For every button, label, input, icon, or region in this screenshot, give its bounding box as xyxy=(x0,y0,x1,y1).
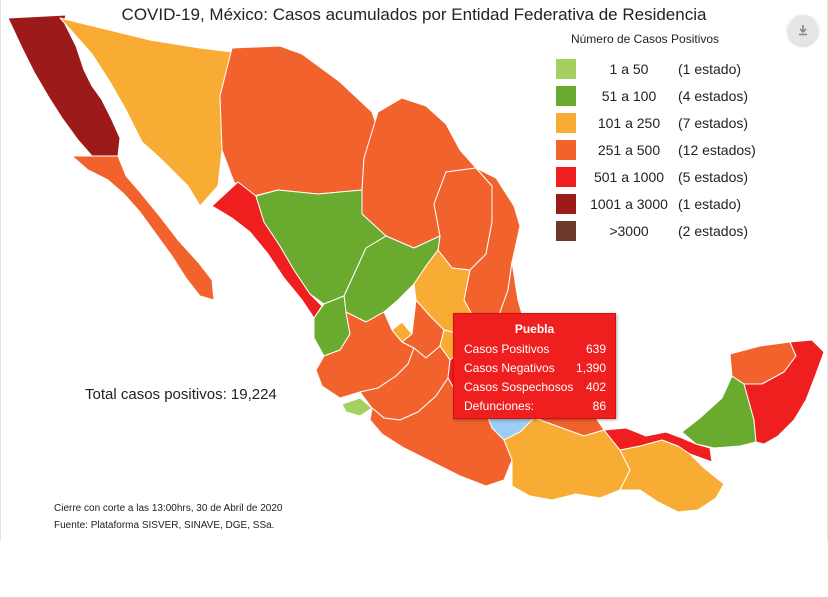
map-title: COVID-19, México: Casos acumulados por E… xyxy=(121,5,707,24)
tooltip-value: 1,390 xyxy=(575,361,606,375)
legend-count: (1 estado) xyxy=(678,61,742,77)
legend-swatch xyxy=(556,113,576,133)
tooltip-row: Defunciones: 86 xyxy=(464,399,606,415)
state-nuevo-leon[interactable] xyxy=(433,167,493,271)
mexico-map xyxy=(7,14,825,513)
legend-count: (12 estados) xyxy=(678,142,756,158)
tooltip-row: Casos Sospechosos 402 xyxy=(464,380,606,396)
total-cases: Total casos positivos: 19,224 xyxy=(85,386,277,403)
state-tabasco[interactable] xyxy=(603,427,713,463)
tooltip-title: Puebla xyxy=(514,322,555,336)
state-quintana-roo[interactable] xyxy=(743,339,825,445)
legend-range: 501 a 1000 xyxy=(593,169,665,185)
state-colima[interactable] xyxy=(341,397,373,417)
state-sonora[interactable] xyxy=(59,17,233,207)
tooltip-label: Defunciones: xyxy=(464,399,535,413)
tooltip-label: Casos Sospechosos xyxy=(464,380,574,394)
legend-title: Número de Casos Positivos xyxy=(570,32,720,46)
download-button[interactable] xyxy=(788,15,818,45)
legend-range: 1 a 50 xyxy=(609,61,649,77)
legend-swatch xyxy=(556,167,576,187)
tooltip-label: Casos Positivos xyxy=(464,342,550,356)
tooltip-value: 86 xyxy=(592,399,606,413)
legend-range: 101 a 250 xyxy=(597,115,661,131)
tooltip-value: 639 xyxy=(585,342,606,356)
state-chihuahua[interactable] xyxy=(219,45,379,197)
tooltip-row: Casos Negativos 1,390 xyxy=(464,361,606,377)
legend-range: 251 a 500 xyxy=(597,142,661,158)
footer-source: Fuente: Plataforma SISVER, SINAVE, DGE, … xyxy=(54,520,275,531)
legend-count: (5 estados) xyxy=(678,169,749,185)
legend-count: (1 estado) xyxy=(678,196,742,212)
legend-swatch xyxy=(556,221,576,241)
tooltip-row: Casos Positivos 639 xyxy=(464,342,606,358)
legend-swatch xyxy=(556,86,576,106)
legend-swatch xyxy=(556,59,576,79)
state-tooltip: Puebla Casos Positivos 639 Casos Negativ… xyxy=(453,313,616,419)
legend-range: 51 a 100 xyxy=(601,88,657,104)
state-baja-california-sur[interactable] xyxy=(71,155,215,301)
legend-count: (4 estados) xyxy=(678,88,749,104)
tooltip-value: 402 xyxy=(585,380,606,394)
state-baja-california[interactable] xyxy=(7,14,121,157)
legend-swatch xyxy=(556,140,576,160)
legend-count: (2 estados) xyxy=(678,223,749,239)
tooltip-label: Casos Negativos xyxy=(464,361,555,375)
legend-range: >3000 xyxy=(609,223,649,239)
footer-cutoff: Cierre con corte a las 13:00hrs, 30 de A… xyxy=(54,503,283,514)
legend-swatch xyxy=(556,194,576,214)
legend-range: 1001 a 3000 xyxy=(590,196,668,212)
download-icon xyxy=(799,25,807,36)
legend-count: (7 estados) xyxy=(678,115,749,131)
